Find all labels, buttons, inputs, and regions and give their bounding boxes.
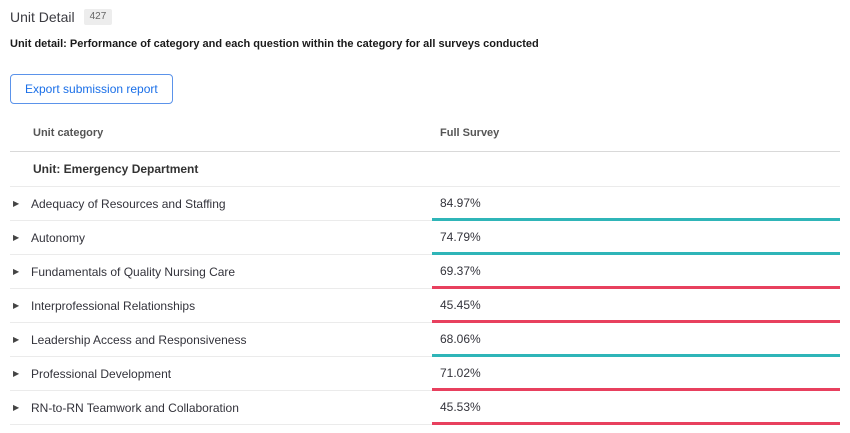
category-cell: ▶ Fundamentals of Quality Nursing Care — [10, 255, 432, 289]
score-cell: 74.79% — [432, 221, 840, 255]
expand-arrow-icon[interactable]: ▶ — [13, 232, 20, 242]
score-cell: 68.06% — [432, 323, 840, 357]
score-cell: 71.02% — [432, 357, 840, 391]
score-cell: 84.97% — [432, 187, 840, 221]
score-value: 74.79% — [440, 229, 481, 244]
score-value: 45.45% — [440, 297, 481, 312]
export-submission-report-button[interactable]: Export submission report — [10, 74, 173, 104]
group-header-row: Unit: Emergency Department — [10, 152, 840, 187]
score-value: 68.06% — [440, 331, 481, 346]
table-row: ▶ RN-to-RN Teamwork and Collaboration 45… — [10, 391, 840, 425]
category-label: RN-to-RN Teamwork and Collaboration — [31, 400, 239, 415]
category-label: Leadership Access and Responsiveness — [31, 332, 247, 347]
category-label: Fundamentals of Quality Nursing Care — [31, 264, 236, 279]
category-cell: ▶ Professional Development — [10, 357, 432, 391]
table-header-row: Unit category Full Survey — [10, 115, 840, 152]
category-cell: ▶ Leadership Access and Responsiveness — [10, 323, 432, 357]
score-cell: 69.37% — [432, 255, 840, 289]
score-value: 71.02% — [440, 365, 481, 380]
category-label: Interprofessional Relationships — [31, 298, 196, 313]
expand-arrow-icon[interactable]: ▶ — [13, 368, 20, 378]
expand-arrow-icon[interactable]: ▶ — [13, 266, 20, 276]
page-subtitle: Unit detail: Performance of category and… — [10, 38, 539, 50]
expand-arrow-icon[interactable]: ▶ — [13, 300, 20, 310]
table-row: ▶ Fundamentals of Quality Nursing Care 6… — [10, 255, 840, 289]
column-header-unit-category: Unit category — [33, 127, 104, 139]
page-title: Unit Detail — [10, 9, 75, 25]
table-row: ▶ Interprofessional Relationships 45.45% — [10, 289, 840, 323]
category-cell: ▶ Adequacy of Resources and Staffing — [10, 187, 432, 221]
group-header-label: Unit: Emergency Department — [33, 162, 199, 176]
category-cell: ▶ Interprofessional Relationships — [10, 289, 432, 323]
expand-arrow-icon[interactable]: ▶ — [13, 198, 20, 208]
score-cell: 45.53% — [432, 391, 840, 425]
page-header: Unit Detail 427 — [10, 9, 840, 25]
category-label: Adequacy of Resources and Staffing — [31, 196, 226, 211]
category-label: Professional Development — [31, 366, 172, 381]
table-body: ▶ Adequacy of Resources and Staffing 84.… — [10, 187, 840, 425]
score-cell: 45.45% — [432, 289, 840, 323]
unit-detail-table: Unit category Full Survey Unit: Emergenc… — [10, 115, 840, 425]
response-count-badge: 427 — [83, 9, 113, 25]
table-row: ▶ Leadership Access and Responsiveness 6… — [10, 323, 840, 357]
category-label: Autonomy — [31, 230, 86, 245]
column-header-full-survey: Full Survey — [440, 127, 500, 139]
score-value: 45.53% — [440, 399, 481, 414]
score-value: 84.97% — [440, 195, 481, 210]
expand-arrow-icon[interactable]: ▶ — [13, 334, 20, 344]
table-row: ▶ Autonomy 74.79% — [10, 221, 840, 255]
score-value: 69.37% — [440, 263, 481, 278]
table-row: ▶ Professional Development 71.02% — [10, 357, 840, 391]
category-cell: ▶ Autonomy — [10, 221, 432, 255]
category-cell: ▶ RN-to-RN Teamwork and Collaboration — [10, 391, 432, 425]
table-row: ▶ Adequacy of Resources and Staffing 84.… — [10, 187, 840, 221]
expand-arrow-icon[interactable]: ▶ — [13, 402, 20, 412]
